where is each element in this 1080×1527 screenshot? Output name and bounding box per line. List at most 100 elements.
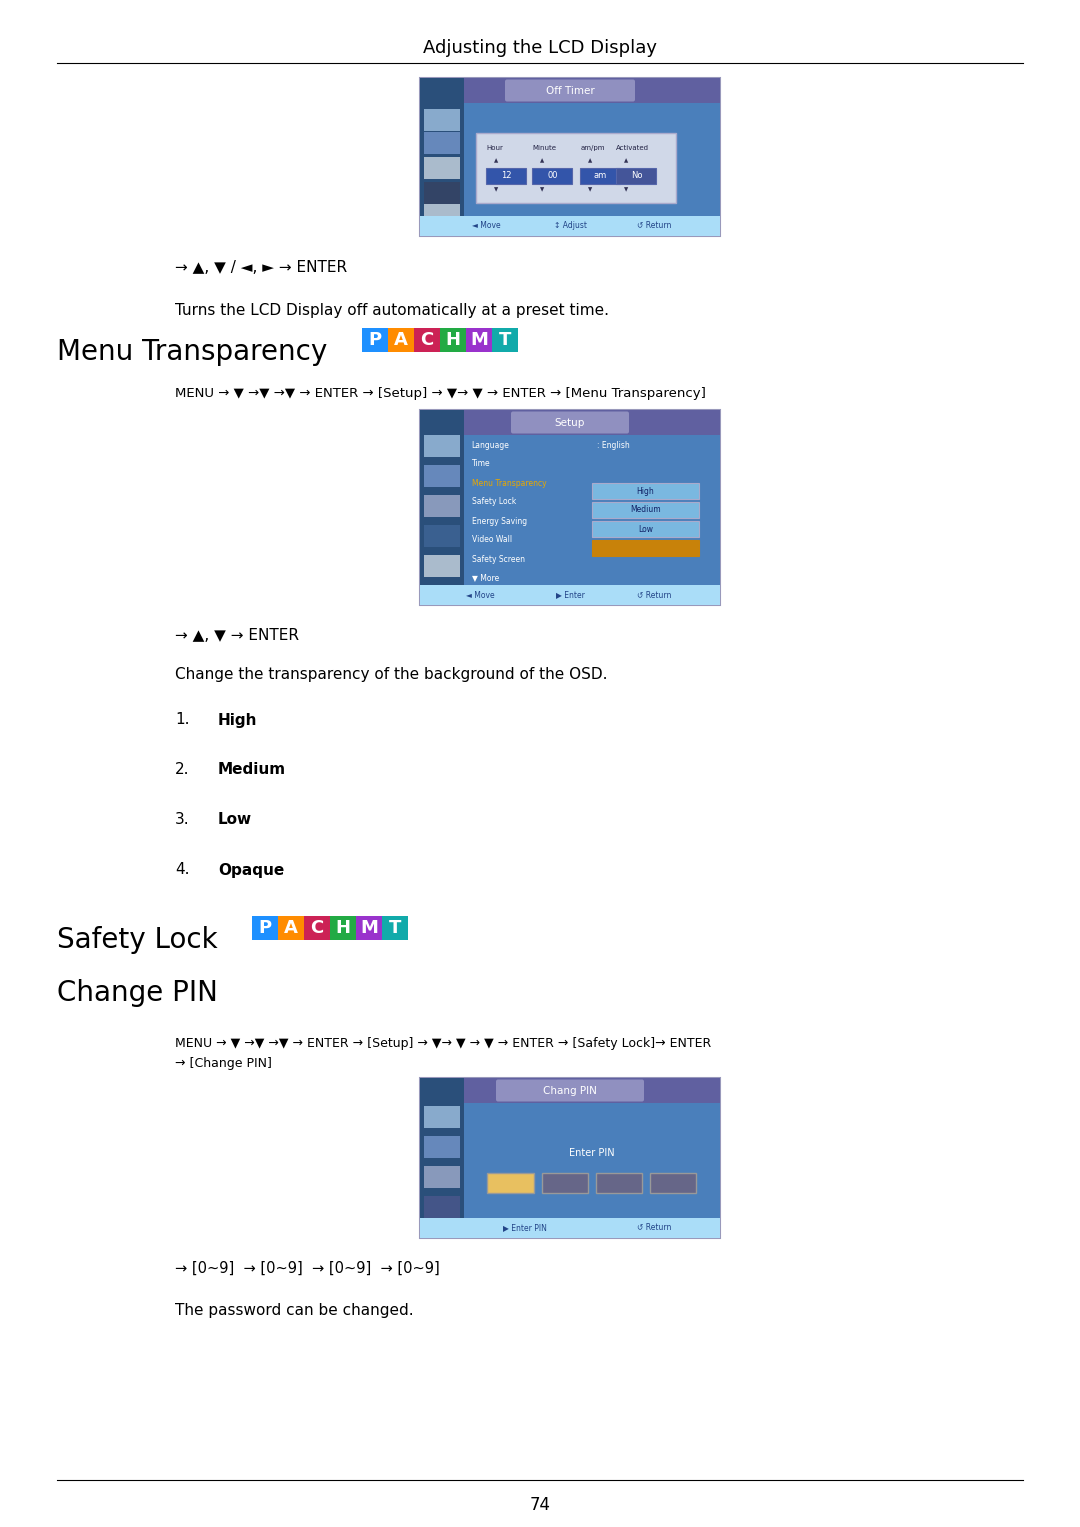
Text: Opaque: Opaque [218,863,284,878]
Text: 00: 00 [548,171,557,180]
Text: C: C [420,331,434,350]
Bar [424,157,459,179]
Bar [388,328,414,353]
Bar [492,328,518,353]
Bar [424,205,459,226]
Text: P: P [368,331,381,350]
Text: ▼: ▼ [540,188,544,192]
Text: Medium: Medium [218,762,286,777]
Bar [463,435,720,585]
Text: MENU → ▼ →▼ →▼ → ENTER → [Setup] → ▼→ ▼ → ENTER → [Menu Transparency]: MENU → ▼ →▼ →▼ → ENTER → [Setup] → ▼→ ▼ … [175,386,706,400]
Bar [463,1102,720,1219]
Bar [541,1173,588,1193]
Bar [424,1106,459,1128]
FancyBboxPatch shape [496,1080,644,1101]
Text: ▲: ▲ [540,159,544,163]
Bar [420,78,720,237]
Text: T: T [499,331,511,350]
Bar [592,502,700,518]
Bar [424,108,459,131]
Text: ▲: ▲ [495,159,499,163]
Text: 12: 12 [501,171,512,180]
Text: Medium: Medium [631,505,661,515]
Text: Adjusting the LCD Display: Adjusting the LCD Display [423,40,657,56]
Bar [424,1136,459,1157]
Bar [596,1173,642,1193]
Bar [476,133,676,203]
Text: T: T [389,919,401,938]
Text: → [0∼9]  → [0∼9]  → [0∼9]  → [0∼9]: → [0∼9] → [0∼9] → [0∼9] → [0∼9] [175,1260,440,1275]
Text: MENU → ▼ →▼ →▼ → ENTER → [Setup] → ▼→ ▼ → ▼ → ENTER → [Safety Lock]→ ENTER: MENU → ▼ →▼ →▼ → ENTER → [Setup] → ▼→ ▼ … [175,1037,712,1049]
Text: ↺ Return: ↺ Return [637,591,671,600]
Bar [424,495,459,518]
Text: Time: Time [472,460,490,469]
Bar [424,435,459,457]
Bar [420,411,720,435]
Bar [486,168,526,183]
Text: The password can be changed.: The password can be changed. [175,1303,414,1318]
Text: H: H [446,331,460,350]
Text: P: P [258,919,271,938]
Text: ▶ Enter: ▶ Enter [555,591,584,600]
Bar [420,1219,720,1238]
Bar [650,1173,697,1193]
Bar [414,328,440,353]
Text: ▼: ▼ [589,188,593,192]
Bar [382,916,408,941]
Bar [420,585,720,605]
Bar [463,102,720,215]
Text: Safety Lock: Safety Lock [472,498,516,507]
Bar [424,182,459,205]
Text: ▼ More: ▼ More [472,574,499,582]
Bar [424,131,459,154]
Bar [465,328,492,353]
Text: ▲: ▲ [624,159,629,163]
Text: ↕ Adjust: ↕ Adjust [554,221,586,231]
Bar [356,916,382,941]
Bar [487,1173,534,1193]
Text: Chang PIN: Chang PIN [543,1086,597,1095]
Text: Turns the LCD Display off automatically at a preset time.: Turns the LCD Display off automatically … [175,302,609,318]
Bar [532,168,572,183]
Text: : English: : English [597,440,630,449]
Text: 2.: 2. [175,762,189,777]
Bar [424,466,459,487]
Text: ↺ Return: ↺ Return [637,1223,671,1232]
Text: 3.: 3. [175,812,190,828]
Bar [420,215,720,237]
Bar [420,78,463,237]
FancyBboxPatch shape [505,79,635,101]
Text: High: High [218,713,257,727]
Bar [424,554,459,577]
Text: Low: Low [218,812,252,828]
Text: M: M [360,919,378,938]
Bar [424,1196,459,1219]
Bar [420,1078,720,1102]
Text: ▲: ▲ [589,159,593,163]
Text: ▶ Enter PIN: ▶ Enter PIN [503,1223,546,1232]
Bar [420,1078,720,1238]
Text: High: High [637,487,654,495]
Text: Menu Transparency: Menu Transparency [57,337,327,366]
Text: am/pm: am/pm [580,145,605,151]
Text: No: No [631,171,643,180]
Text: A: A [284,919,298,938]
Text: Activated: Activated [617,145,649,151]
Bar [420,78,720,102]
Bar [330,916,356,941]
Text: 74: 74 [529,1496,551,1513]
Bar [252,916,278,941]
Text: Hour: Hour [486,145,503,151]
Text: M: M [470,331,488,350]
Text: ◄ Move: ◄ Move [472,221,500,231]
Text: Minute: Minute [532,145,556,151]
Text: Change the transparency of the background of the OSD.: Change the transparency of the backgroun… [175,667,607,683]
Text: am: am [594,171,607,180]
Text: Change PIN: Change PIN [57,979,218,1006]
Bar [362,328,388,353]
Bar [420,411,463,605]
Text: Safety Lock: Safety Lock [57,925,218,954]
Bar [420,1078,463,1238]
Text: ↺ Return: ↺ Return [637,221,671,231]
Text: Enter PIN: Enter PIN [569,1148,615,1157]
